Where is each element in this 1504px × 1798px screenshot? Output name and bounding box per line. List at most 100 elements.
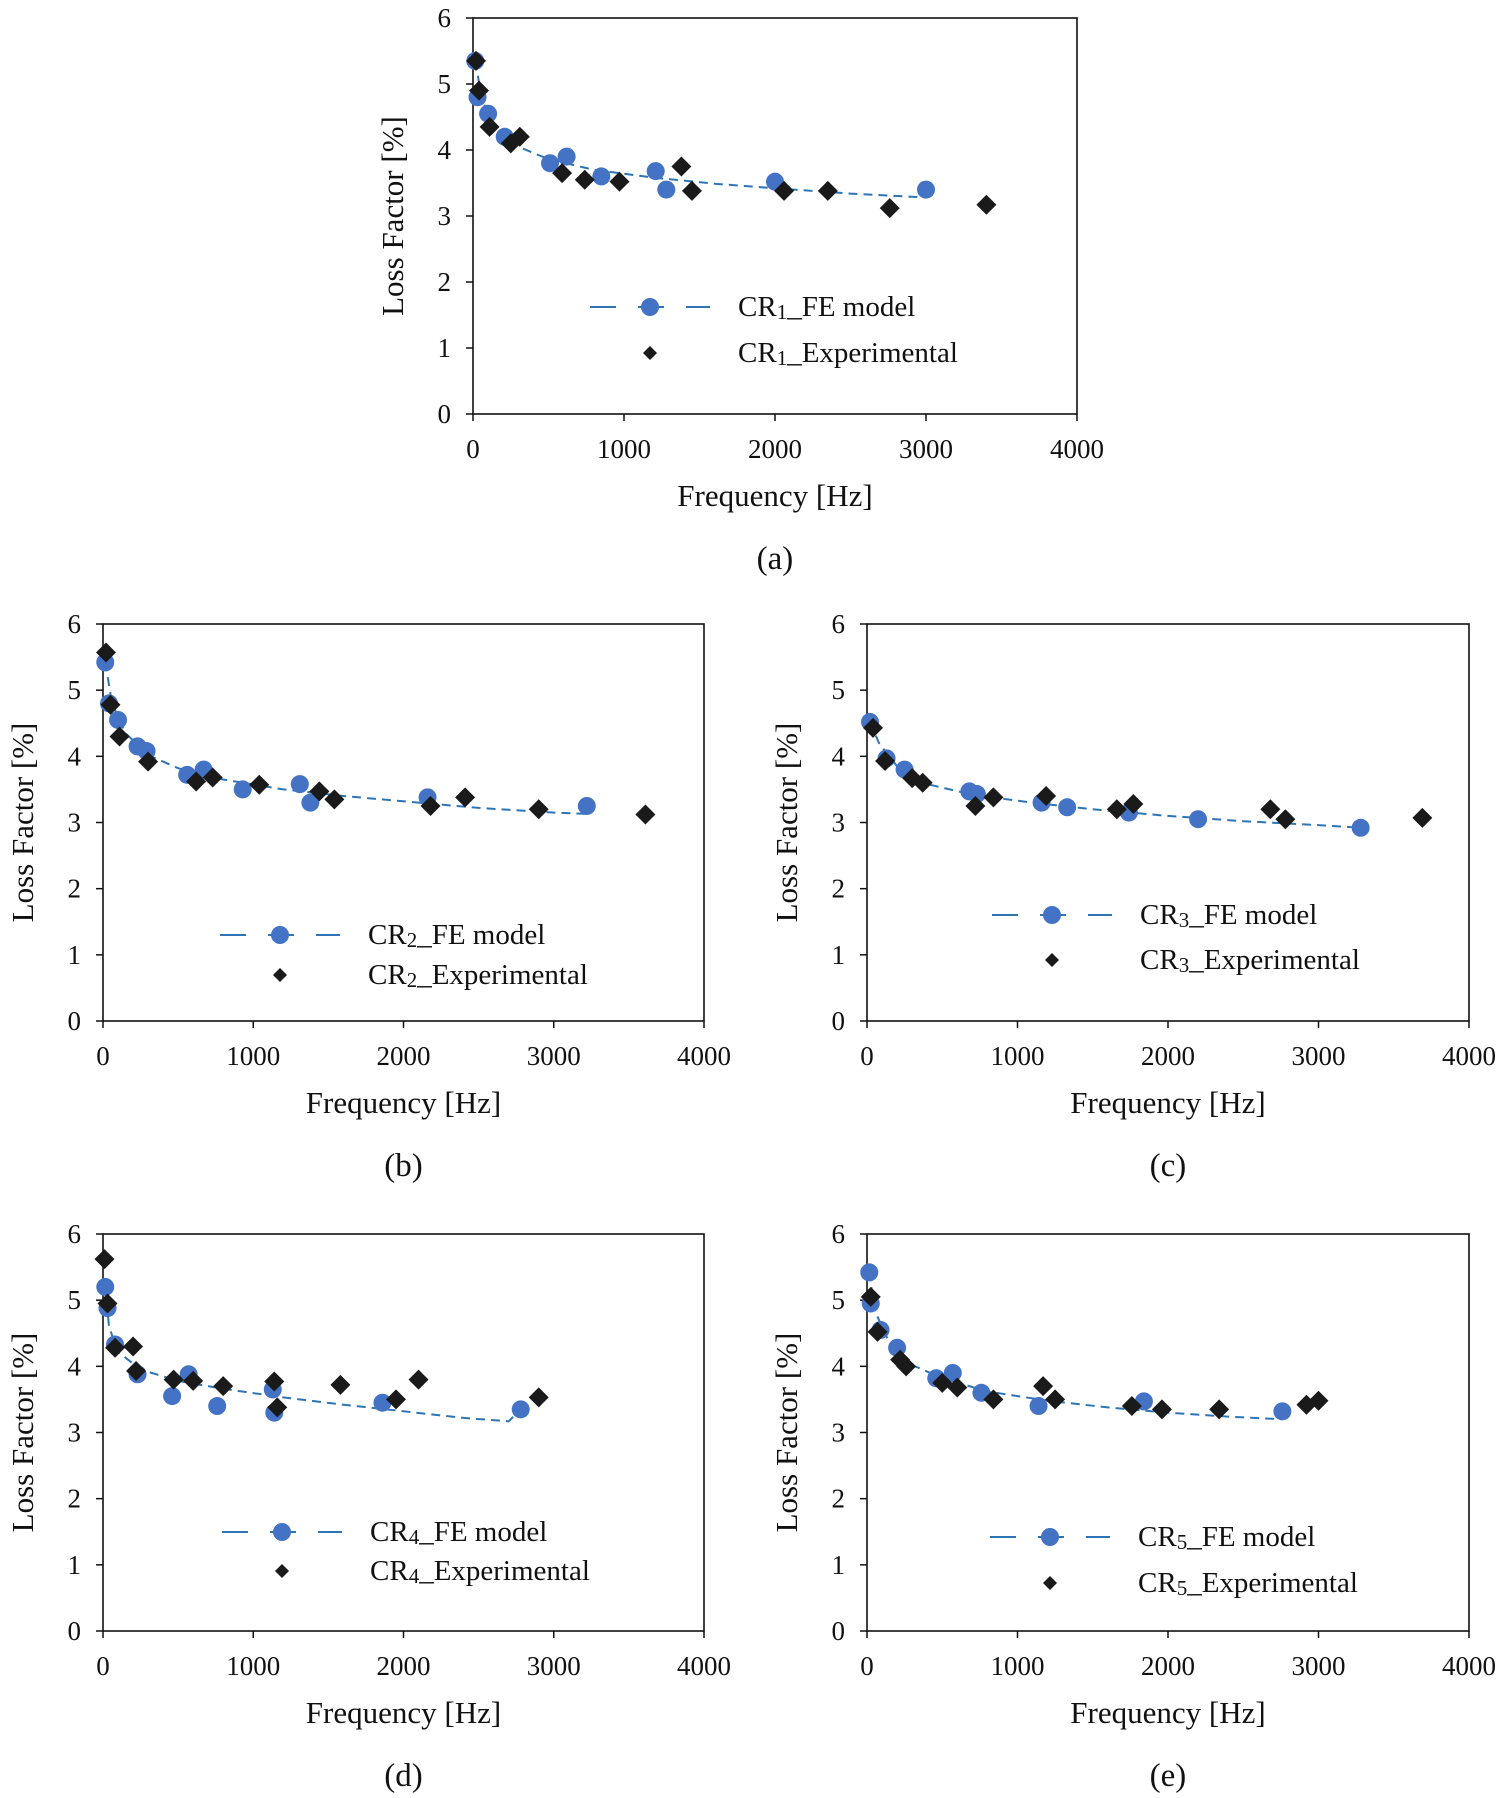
experimental-point [94, 1249, 115, 1270]
y-axis-title: Loss Factor [%] [5, 1333, 40, 1533]
experimental-point [912, 772, 933, 793]
legend-fe-model-label: CR1_FE model [738, 291, 915, 324]
y-tick-label: 2 [68, 1484, 82, 1514]
experimental-point [932, 1372, 953, 1393]
y-axis-title: Loss Factor [%] [769, 1333, 804, 1533]
y-tick-label: 0 [832, 1006, 846, 1036]
x-tick-label: 4000 [1442, 1041, 1496, 1071]
experimental-point [1106, 799, 1127, 820]
y-tick-label: 5 [68, 1285, 82, 1315]
experimental-point [528, 1387, 549, 1408]
legend-experimental-label: CR4_Experimental [370, 1555, 590, 1588]
experimental-point [609, 171, 630, 192]
legend-fe-model-marker [641, 298, 659, 316]
x-tick-label: 1000 [991, 1651, 1045, 1681]
experimental-point [574, 169, 595, 190]
fe-model-point [967, 785, 986, 804]
experimental-point [896, 1356, 917, 1377]
y-tick-label: 5 [832, 1285, 846, 1315]
legend-experimental-label: CR3_Experimental [1140, 944, 1360, 977]
y-axis-title: Loss Factor [%] [769, 723, 804, 923]
x-tick-label: 3000 [527, 1041, 581, 1071]
legend-fe-model-marker [1043, 906, 1061, 924]
x-tick-label: 4000 [677, 1041, 731, 1071]
fe-model-point [1273, 1402, 1292, 1421]
fe-model-point [290, 775, 309, 794]
legend-experimental-label: CR2_Experimental [368, 959, 588, 992]
experimental-point [983, 1389, 1004, 1410]
fe-model-point [1351, 818, 1370, 837]
fe-model-point [557, 147, 576, 166]
fe-model-point [301, 793, 320, 812]
experimental-point [817, 180, 838, 201]
y-tick-label: 4 [68, 1351, 82, 1381]
fe-model-fit-line [868, 1272, 1283, 1421]
legend: CR5_FE model CR5_Experimental [990, 1521, 1358, 1600]
y-tick-label: 0 [832, 1616, 846, 1646]
y-tick-label: 3 [438, 201, 452, 231]
y-tick-label: 6 [438, 3, 452, 33]
experimental-point [123, 1336, 144, 1357]
x-tick-label: 3000 [899, 434, 953, 464]
experimental-point [860, 1286, 881, 1307]
x-axis-title: Frequency [Hz] [306, 1085, 501, 1120]
legend-experimental-label: CR1_Experimental [738, 337, 958, 370]
experimental-point [1275, 809, 1296, 830]
experimental-point [264, 1371, 285, 1392]
panel-caption: (c) [1150, 1148, 1187, 1184]
experimental-point [867, 1321, 888, 1342]
experimental-point [947, 1377, 968, 1398]
y-tick-label: 0 [68, 1006, 82, 1036]
x-tick-label: 2000 [377, 1041, 431, 1071]
x-tick-label: 0 [860, 1041, 874, 1071]
fe-model-point [1058, 798, 1077, 817]
x-tick-label: 4000 [1050, 434, 1104, 464]
x-axis-title: Frequency [Hz] [306, 1695, 501, 1730]
y-tick-label: 6 [68, 609, 82, 639]
y-tick-label: 6 [832, 1219, 846, 1249]
fe-model-point [96, 1277, 115, 1296]
x-tick-label: 2000 [377, 1651, 431, 1681]
experimental-point [1045, 1389, 1066, 1410]
experimental-point [976, 194, 997, 215]
legend-fe-model-label: CR2_FE model [368, 919, 545, 952]
legend-experimental-marker [273, 968, 287, 982]
experimental-point [183, 1370, 204, 1391]
experimental-point [105, 1337, 126, 1358]
x-tick-label: 0 [466, 434, 480, 464]
y-tick-label: 4 [68, 741, 82, 771]
experimental-point [385, 1389, 406, 1410]
experimental-point [863, 717, 884, 738]
legend-experimental-marker [643, 346, 657, 360]
fe-model-point [511, 1400, 530, 1419]
experimental-point [1412, 807, 1433, 828]
chart-panel-b: 0 1 2 3 4 5 6 0 1000 2000 3000 4000 Frequency [Hz] Lo… [5, 609, 731, 1184]
experimental-point [509, 126, 530, 147]
y-tick-label: 0 [68, 1616, 82, 1646]
fe-model-point [646, 162, 665, 181]
experimental-point [983, 787, 1004, 808]
x-axis-title: Frequency [Hz] [677, 478, 872, 513]
y-tick-label: 6 [832, 609, 846, 639]
y-tick-label: 6 [68, 1219, 82, 1249]
experimental-point [1036, 786, 1057, 807]
experimental-point [420, 795, 441, 816]
y-tick-label: 1 [438, 333, 452, 363]
y-tick-label: 5 [438, 69, 452, 99]
experimental-point [879, 198, 900, 219]
chart-panel-a: 0 1 2 3 4 5 6 0 1000 2000 3000 4000 Frequency [Hz] Lo… [375, 3, 1104, 577]
experimental-point [1151, 1399, 1172, 1420]
panel-caption: (d) [384, 1758, 422, 1794]
legend-fe-model-marker [273, 1523, 291, 1541]
fe-model-point [943, 1363, 962, 1382]
chart-panel-c: 0 1 2 3 4 5 6 0 1000 2000 3000 4000 Frequency [Hz] Lo… [769, 609, 1496, 1184]
experimental-point [965, 795, 986, 816]
y-tick-label: 5 [68, 675, 82, 705]
experimental-point [1308, 1390, 1329, 1411]
experimental-point [635, 804, 656, 825]
y-tick-label: 1 [68, 940, 82, 970]
fe-model-point [109, 710, 128, 729]
x-tick-label: 1000 [991, 1041, 1045, 1071]
chart-panel-e: 0 1 2 3 4 5 6 0 1000 2000 3000 4000 Frequency [Hz] Lo… [769, 1219, 1496, 1794]
experimental-point [408, 1369, 429, 1390]
